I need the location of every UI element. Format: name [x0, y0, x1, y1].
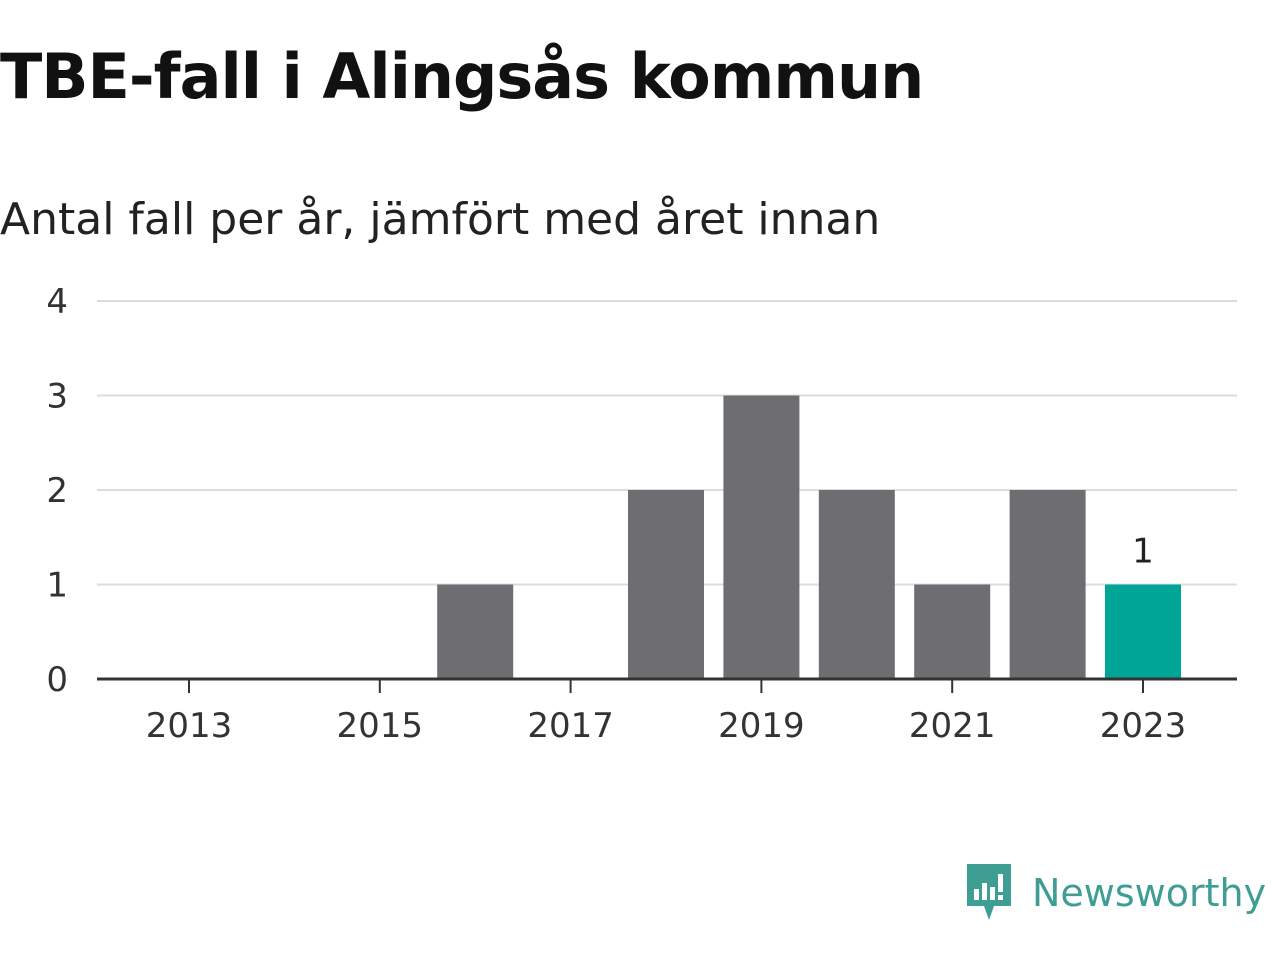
x-tick-label: 2015 — [337, 706, 424, 746]
bar — [628, 490, 704, 679]
bar-highlight — [1105, 584, 1181, 679]
bar — [818, 490, 895, 679]
bar-chart: 0 1 2 3 4 1 2013 2015 2017 2019 2021 2023 — [46, 282, 1237, 746]
x-tick-label: 2017 — [527, 706, 614, 746]
x-tick-label: 2023 — [1100, 706, 1187, 746]
data-label: 1 — [1132, 532, 1154, 572]
brand-logo: Newsworthy — [964, 862, 1266, 924]
bar — [437, 584, 514, 679]
brand-name: Newsworthy — [1032, 871, 1267, 915]
y-tick-label: 4 — [46, 282, 68, 322]
chart-title: TBE-fall i Alingsås kommun — [0, 40, 924, 113]
bar — [1009, 490, 1086, 679]
newsworthy-logo-icon — [967, 864, 1011, 920]
x-tick-label: 2019 — [718, 706, 805, 746]
y-tick-label: 2 — [46, 471, 68, 511]
bar — [914, 584, 991, 679]
y-tick-label: 3 — [46, 377, 68, 417]
y-tick-label: 1 — [46, 566, 68, 606]
bar — [723, 395, 800, 679]
chart-subtitle: Antal fall per år, jämfört med året inna… — [0, 194, 881, 245]
x-tick-label: 2021 — [909, 706, 996, 746]
y-tick-label: 0 — [46, 660, 68, 700]
x-tick-label: 2013 — [146, 706, 233, 746]
